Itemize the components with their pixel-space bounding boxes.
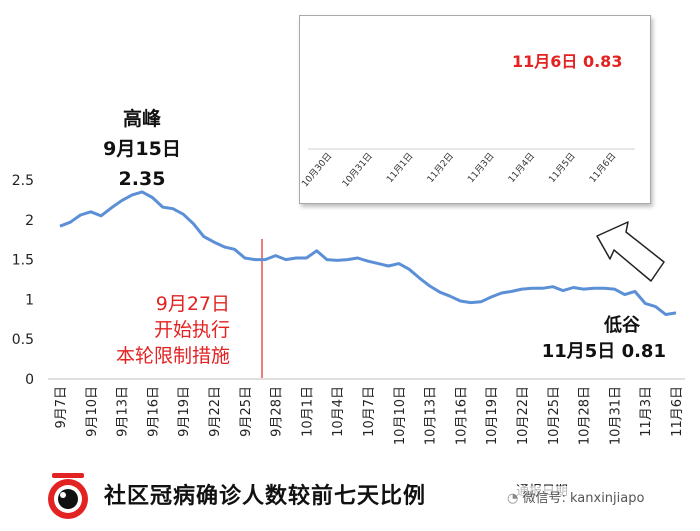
peak-date: 9月15日 — [103, 138, 181, 160]
x-axis-ticks: 9月7日 9月10日 9月13日 9月16日 9月19日 9月22日 9月25日 9月28日 1… — [54, 386, 685, 445]
wechat-icon: ◔ — [507, 491, 519, 506]
peak-annotation: 高峰 9月15日 2.35 — [72, 104, 212, 194]
inset-highlight: 11月6日 0.83 — [512, 52, 623, 71]
wechat-watermark: ◔ 微信号: kanxinjiapo — [504, 486, 648, 507]
peak-value: 2.35 — [118, 168, 166, 190]
y-tick-label: 0 — [25, 372, 34, 388]
y-tick-label: 1.5 — [12, 253, 34, 269]
y-tick-label: 0.5 — [12, 332, 34, 348]
x-tick-label: 10月4日 — [331, 386, 346, 437]
x-tick-label: 9月7日 — [54, 386, 69, 429]
x-tick-label: 11月6日 — [670, 386, 685, 437]
x-tick-label: 10月25日 — [547, 386, 562, 445]
y-tick-label: 2.5 — [12, 173, 34, 189]
start-text-2: 本轮限制措施 — [115, 345, 230, 367]
inset-x-tick-label: 11月1日 — [384, 151, 415, 185]
y-tick-label: 1 — [25, 292, 34, 308]
low-label: 低谷 — [604, 315, 640, 336]
start-text: 开始执行 — [153, 319, 230, 341]
x-tick-label: 11月3日 — [639, 386, 654, 437]
start-date: 9月27日 — [155, 293, 230, 315]
low-value: 11月5日 0.81 — [541, 341, 666, 362]
y-axis-ticks: 2.5 2 1.5 1 0.5 0 — [12, 173, 34, 388]
inset-x-tick-label: 10月30日 — [300, 151, 334, 189]
inset-x-tick-label: 11月4日 — [506, 151, 537, 185]
inset-chart: 1.141.121.051.090.960.930.810.83 10月30日1… — [300, 0, 639, 189]
low-annotation: 低谷 11月5日 0.81 — [500, 313, 666, 365]
x-tick-label: 10月7日 — [362, 386, 377, 437]
inset-x-tick-label: 11月3日 — [466, 151, 497, 185]
x-tick-label: 10月31日 — [608, 386, 623, 445]
inset-x-tick-label: 11月6日 — [587, 151, 618, 185]
x-tick-label: 9月13日 — [116, 386, 131, 437]
inset-chart-frame: 1.141.121.051.090.960.930.810.83 10月30日1… — [299, 0, 651, 204]
x-tick-label: 10月10日 — [393, 386, 408, 445]
inset-x-tick-label: 10月31日 — [340, 151, 375, 189]
x-tick-label: 10月28日 — [578, 386, 593, 445]
x-tick-label: 9月28日 — [270, 386, 285, 437]
peak-label: 高峰 — [122, 108, 161, 130]
ratio-series-line — [59, 190, 677, 316]
restriction-start-annotation: 9月27日 开始执行 本轮限制措施 — [60, 291, 230, 369]
arrow-up-right-icon — [596, 221, 665, 282]
x-tick-label: 10月22日 — [516, 386, 531, 445]
camera-lens-logo-icon — [48, 473, 88, 519]
x-tick-label: 9月10日 — [85, 386, 100, 437]
inset-x-ticks: 10月30日 10月31日 11月1日 11月2日 11月3日 11月4日 11月5日 11月… — [300, 151, 619, 189]
watermark-text: 微信号: kanxinjiapo — [522, 491, 645, 506]
x-tick-label: 9月25日 — [239, 386, 254, 437]
y-tick-label: 2 — [25, 213, 34, 229]
chart-caption-title: 社区冠病确诊人数较前七天比例 — [104, 484, 427, 509]
x-tick-label: 10月16日 — [454, 386, 469, 445]
x-tick-label: 10月1日 — [300, 386, 315, 437]
inset-x-tick-label: 11月2日 — [425, 151, 456, 185]
x-tick-label: 9月16日 — [146, 386, 161, 437]
x-tick-label: 9月22日 — [208, 386, 223, 437]
inset-x-tick-label: 11月5日 — [547, 151, 578, 185]
x-tick-label: 10月13日 — [424, 386, 439, 445]
x-tick-label: 9月19日 — [177, 386, 192, 437]
x-tick-label: 10月19日 — [485, 386, 500, 445]
